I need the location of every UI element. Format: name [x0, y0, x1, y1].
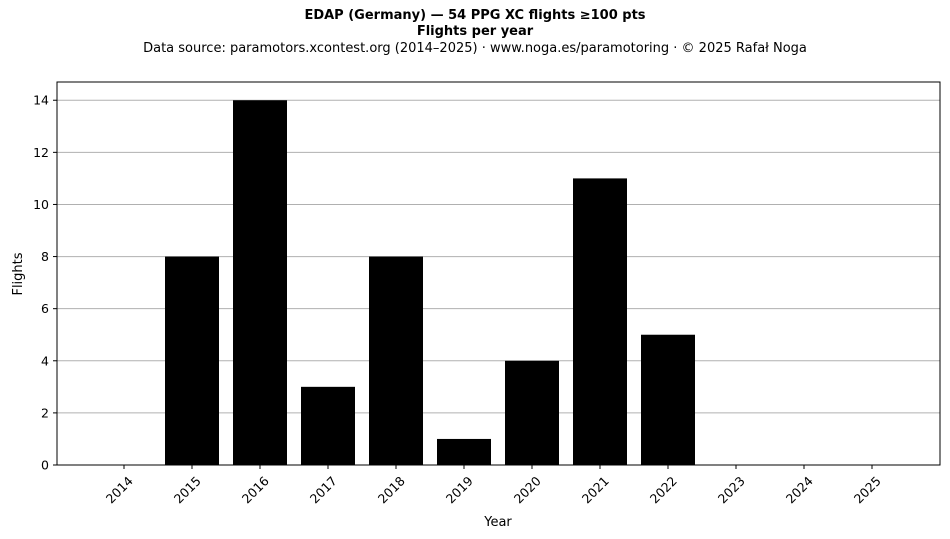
bar-2018: [369, 256, 423, 465]
x-tick-label-2017: 2017: [307, 473, 340, 506]
x-tick-label-2025: 2025: [851, 473, 884, 506]
x-tick-label-2018: 2018: [375, 473, 408, 506]
y-tick-label: 6: [41, 301, 49, 316]
x-tick-label-2019: 2019: [443, 473, 476, 506]
x-tick-label-2020: 2020: [511, 473, 544, 506]
bars: [165, 100, 695, 465]
bar-2015: [165, 256, 219, 465]
data-source-note: Data source: paramotors.xcontest.org (20…: [143, 41, 807, 56]
chart-subtitle: Flights per year: [416, 24, 534, 39]
x-tick-label-2021: 2021: [579, 473, 612, 506]
bar-2017: [301, 386, 355, 465]
y-tick-label: 12: [33, 145, 49, 160]
y-tick-label: 2: [41, 405, 49, 420]
chart-header: EDAP (Germany) — 54 PPG XC flights ≥100 …: [0, 8, 950, 58]
x-tick-label-2022: 2022: [647, 473, 680, 506]
y-axis: 0 2 4 6 8 10 12 14: [33, 93, 57, 473]
bar-2020: [505, 360, 559, 465]
y-tick-label: 14: [33, 93, 49, 108]
y-tick-label: 0: [41, 458, 49, 473]
plot-frame: [56, 81, 941, 466]
bar-2021: [573, 178, 627, 465]
x-tick-label-2014: 2014: [103, 473, 136, 506]
bar-2016: [233, 100, 287, 465]
x-tick-label-2023: 2023: [715, 473, 748, 506]
y-tick-label: 8: [41, 249, 49, 264]
x-tick-label-2024: 2024: [783, 473, 816, 506]
y-tick-label: 10: [33, 197, 49, 212]
y-axis-label: Flights: [11, 252, 26, 295]
x-axis-label: Year: [483, 515, 512, 530]
x-axis: 2014 2015 2016 2017 2018 2019 2020 2021 2022 2023…: [103, 465, 884, 506]
x-tick-label-2015: 2015: [171, 473, 204, 506]
chart-title: EDAP (Germany) — 54 PPG XC flights ≥100 …: [304, 8, 646, 23]
bar-2022: [641, 334, 695, 465]
bar-2019: [437, 438, 491, 465]
y-tick-label: 4: [41, 353, 49, 368]
x-tick-label-2016: 2016: [239, 473, 272, 506]
